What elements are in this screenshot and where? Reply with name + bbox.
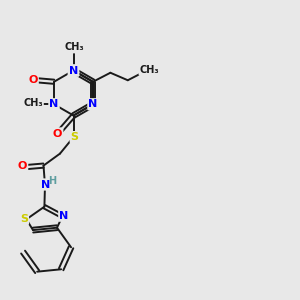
Text: O: O (28, 75, 38, 85)
Text: N: N (69, 65, 78, 76)
Text: S: S (71, 132, 79, 142)
Text: N: N (50, 99, 58, 109)
Text: CH₃: CH₃ (64, 42, 84, 52)
Text: N: N (59, 211, 68, 221)
Text: CH₃: CH₃ (140, 65, 159, 75)
Text: S: S (20, 214, 28, 224)
Text: CH₃: CH₃ (23, 98, 43, 108)
Text: O: O (53, 128, 62, 139)
Text: N: N (69, 65, 78, 76)
Text: N: N (88, 99, 98, 109)
Text: H: H (48, 176, 56, 187)
Text: N: N (41, 179, 50, 190)
Text: O: O (18, 160, 27, 171)
